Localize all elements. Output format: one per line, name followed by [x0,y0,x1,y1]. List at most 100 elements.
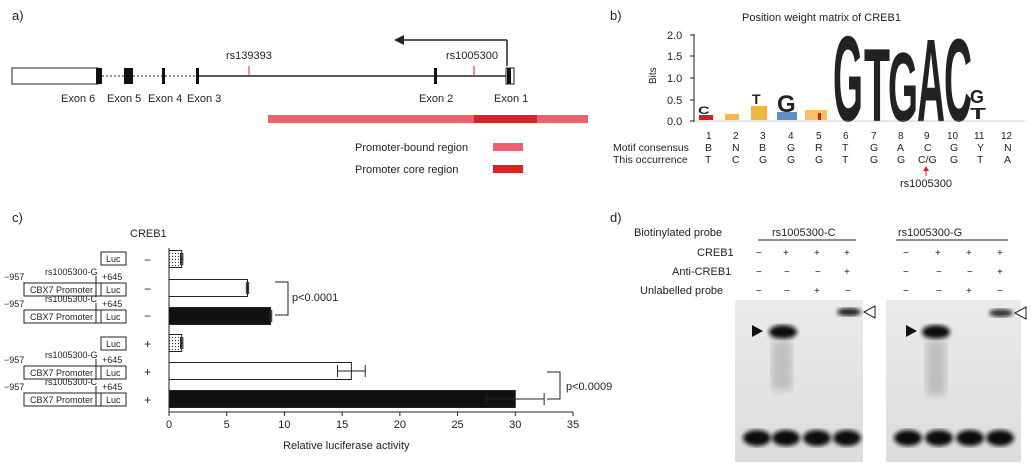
emsa-sign: + [814,248,820,259]
construct-luc-2: Luc [100,336,127,351]
bar [168,250,183,268]
exon-label: Exon 4 [148,93,182,105]
logo-pos: 8 [898,131,904,142]
luc-label: Luc [106,339,121,349]
creb1-sign: − [144,282,151,296]
occurrence-cell: G [897,154,905,166]
x-tick-label: 30 [509,419,521,431]
promoter-label: CBX7 Promoter [30,368,93,378]
construct-g-1: −957 rs1005300-G +645 CBX7 Promoter Luc [4,267,127,297]
panel-b-label: b) [610,8,622,23]
creb1-header: CREB1 [130,228,167,240]
logo-pos: 12 [1001,131,1013,142]
this-occurrence-label: This occurrence [613,154,688,166]
logo-pos: 4 [788,131,794,142]
supershift-arrow [862,305,876,319]
x-tick-label: 10 [278,419,290,431]
snp-rs1005300: rs1005300 [446,50,498,62]
logo-y-tick: 1.0 [667,73,682,85]
logo-pos: 3 [760,131,766,142]
construct-start: −957 [4,382,24,392]
x-tick-label: 35 [567,419,579,431]
logo-pos: 7 [871,131,877,142]
x-tick-label: 20 [394,419,406,431]
bar [168,307,272,325]
luciferase-bar-chart: 0 5 10 15 20 25 30 35 [166,248,579,431]
construct-snp: rs1005300-G [45,267,98,277]
motif-cell: C [924,142,932,154]
emsa-sign: + [997,248,1003,259]
creb1-sign: + [144,393,151,407]
luc-label: Luc [106,254,121,264]
construct-start: −957 [4,272,24,282]
emsa-row-label: Anti-CREB1 [672,266,731,278]
motif-cell: B [759,142,766,154]
x-tick-label: 15 [336,419,348,431]
creb1-sign: + [144,365,151,379]
emsa-sign: − [784,286,790,297]
motif-cell: Y [977,142,984,154]
occurrence-cell: T [842,154,849,166]
motif-cell: N [1004,142,1012,154]
luc-label: Luc [106,285,121,295]
occurrence-cell: G [950,154,958,166]
emsa-sign: + [844,267,850,278]
probe-group-label: rs1005300-C [772,227,836,239]
logo-pos: 6 [843,131,849,142]
motif-cell: G [950,142,958,154]
logo-letter: T [864,28,890,144]
panel-c: c) CREB1 Luc −957 rs1005300-G +645 CBX7 … [4,210,612,452]
occurrence-cell: G [815,154,823,166]
construct-luc-1: Luc [100,251,127,266]
panel-a: a) rs139393 rs1005300 Exon 6 Exon 5 Exon… [11,8,588,176]
exon-label: Exon 2 [419,93,453,105]
emsa-sign: − [845,286,851,297]
logo-letter: A [917,15,945,147]
emsa-sign: − [903,248,909,259]
occurrence-cell: C/G [918,154,937,166]
emsa-sign: − [936,286,942,297]
x-tick-label: 5 [224,419,230,431]
pvalue-label: p<0.0009 [566,381,612,393]
occurrence-cell: G [759,154,767,166]
logo-pos: 2 [733,131,739,142]
motif-cell: R [815,142,823,154]
promoter-label: CBX7 Promoter [30,285,93,295]
emsa-sign: − [903,286,909,297]
construct-snp: rs1005300-C [45,294,98,304]
motif-cell: B [705,142,712,154]
motif-cell: G [787,142,795,154]
legend-core-label: Promoter core region [355,164,458,176]
logo-letter: C [944,15,972,147]
creb1-sign: − [144,309,151,323]
panel-d-label: d) [610,210,622,225]
luc-label: Luc [106,312,121,322]
transcription-arrow [394,35,404,45]
exon-label: Exon 1 [494,93,528,105]
construct-end: +645 [102,299,122,309]
emsa-row-label: Biotinylated probe [634,227,722,239]
logo-pos: 5 [816,131,822,142]
promoter-core-bar [474,115,537,123]
construct-end: +645 [102,272,122,282]
emsa-sign: − [756,286,762,297]
motif-cell: A [897,142,904,154]
motif-cell: G [870,142,878,154]
logo-title: Position weight matrix of CREB1 [742,12,901,24]
construct-end: +645 [102,355,122,365]
emsa-sign: + [997,267,1003,278]
bar [168,362,352,380]
x-tick-label: 25 [451,419,463,431]
emsa-sign: + [966,286,972,297]
complex-arrow [752,325,763,337]
emsa-sign: − [997,286,1003,297]
logo-pos: 1 [706,131,712,142]
luc-label: Luc [106,395,121,405]
complex-arrow [906,325,917,337]
promoter-label: CBX7 Promoter [30,395,93,405]
construct-c-2: −957 rs1005300-C +645 CBX7 Promoter Luc [4,377,127,407]
emsa-gel-right [886,300,1027,462]
creb1-sign: + [144,337,151,351]
emsa-sign: + [935,248,941,259]
